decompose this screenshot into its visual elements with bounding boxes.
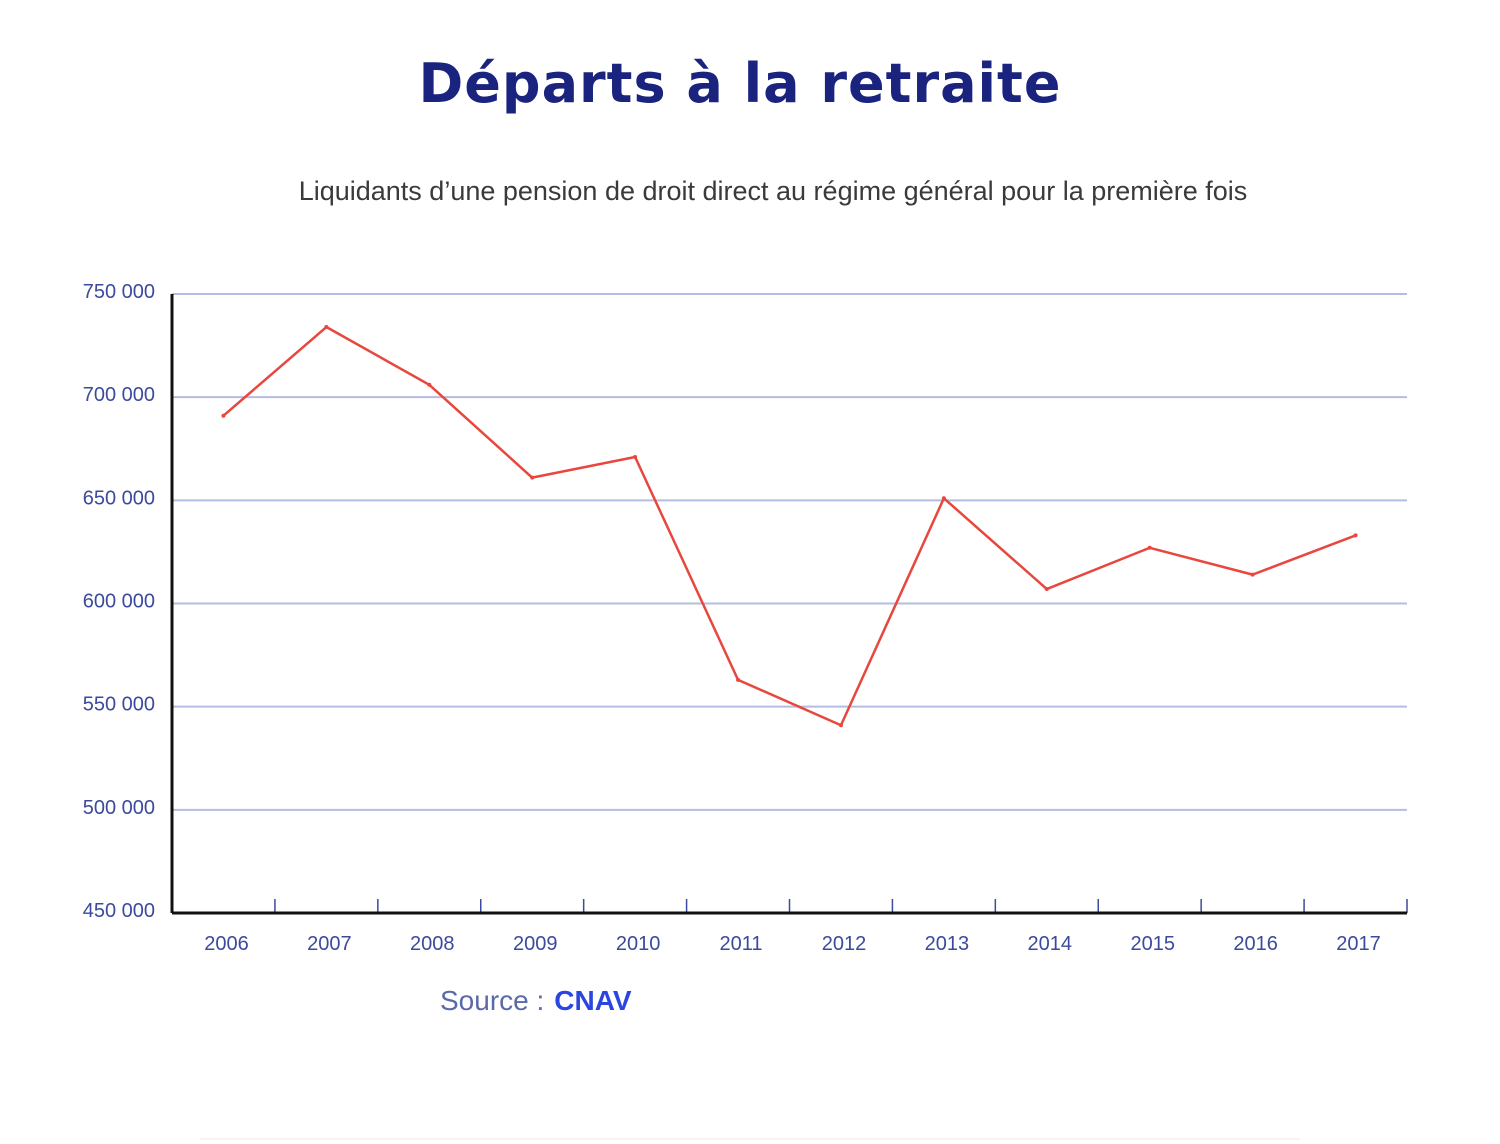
grid-lines xyxy=(172,293,1407,811)
data-point-2006 xyxy=(221,413,226,418)
axes xyxy=(170,294,1407,915)
y-tick-label: 700 000 xyxy=(83,384,155,406)
source-name: CNAV xyxy=(554,985,632,1016)
chart-title: Départs à la retraite xyxy=(418,52,1062,115)
x-tick-label: 2010 xyxy=(616,933,661,955)
data-point-2011 xyxy=(736,677,741,682)
x-tick-label: 2017 xyxy=(1336,933,1381,955)
data-point-2009 xyxy=(530,475,535,480)
x-tick-label: 2008 xyxy=(410,933,455,955)
x-tick-label: 2012 xyxy=(822,933,867,955)
footer-divider xyxy=(200,1138,1300,1140)
x-tick-label: 2011 xyxy=(720,933,763,955)
data-point-2014 xyxy=(1044,587,1049,592)
series-line-0 xyxy=(222,325,1356,727)
data-point-2008 xyxy=(427,382,432,387)
y-axis-ticks: 450 000 500 000 550 000 600 000 650 000 700 0… xyxy=(83,281,155,922)
x-axis-ticks: 2006 2007 2008 2009 2010 2011 2012 2013 2014 2015… xyxy=(204,899,1408,955)
x-tick-label: 2016 xyxy=(1233,933,1278,955)
data-point-2007 xyxy=(324,325,329,330)
data-point-2012 xyxy=(838,723,843,728)
x-tick-label: 2013 xyxy=(925,933,970,955)
data-point-2010 xyxy=(633,455,638,460)
y-tick-label: 550 000 xyxy=(83,694,155,716)
data-point-2017 xyxy=(1353,533,1358,538)
y-tick-label: 600 000 xyxy=(83,591,155,613)
x-tick-label: 2009 xyxy=(513,933,558,955)
x-tick-label: 2015 xyxy=(1130,933,1175,955)
data-point-2016 xyxy=(1250,572,1255,577)
source-label: Source : xyxy=(440,985,545,1016)
series-group xyxy=(221,325,1358,728)
y-tick-label: 450 000 xyxy=(83,900,155,922)
data-point-2013 xyxy=(941,496,946,501)
y-tick-label: 650 000 xyxy=(83,487,155,509)
y-tick-label: 500 000 xyxy=(83,797,155,819)
y-tick-label: 750 000 xyxy=(83,281,155,303)
x-tick-label: 2007 xyxy=(307,933,352,955)
x-tick-label: 2014 xyxy=(1028,933,1073,955)
data-point-2015 xyxy=(1147,545,1152,550)
source-note: Source : CNAV xyxy=(440,985,632,1017)
chart-subtitle: Liquidants d’une pension de droit direct… xyxy=(298,176,1248,206)
x-tick-label: 2006 xyxy=(204,933,249,955)
